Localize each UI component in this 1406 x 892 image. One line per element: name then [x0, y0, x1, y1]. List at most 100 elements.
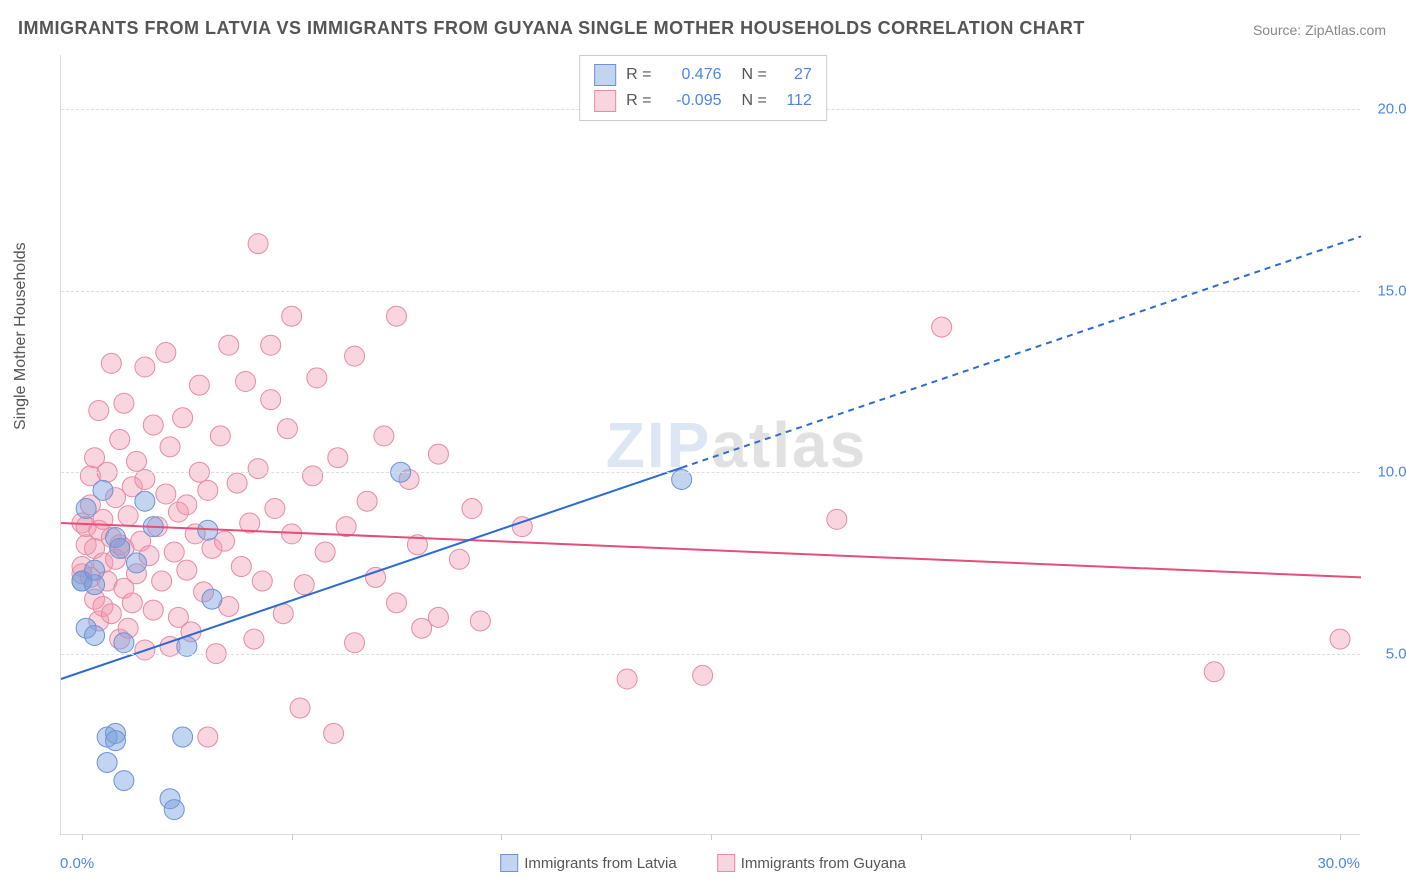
scatter-point-guyana	[173, 408, 193, 428]
source-attribution: Source: ZipAtlas.com	[1253, 22, 1386, 38]
scatter-point-guyana	[462, 498, 482, 518]
y-tick-label: 20.0%	[1365, 101, 1406, 118]
scatter-point-guyana	[248, 459, 268, 479]
x-tick	[921, 834, 922, 840]
y-tick-label: 10.0%	[1365, 464, 1406, 481]
x-axis-min-label: 0.0%	[60, 855, 94, 872]
scatter-point-guyana	[336, 517, 356, 537]
x-tick	[501, 834, 502, 840]
scatter-point-guyana	[231, 557, 251, 577]
legend-label: Immigrants from Latvia	[524, 855, 677, 872]
legend-item: Immigrants from Latvia	[500, 854, 677, 872]
scatter-point-guyana	[252, 571, 272, 591]
scatter-point-guyana	[143, 600, 163, 620]
scatter-point-guyana	[244, 629, 264, 649]
scatter-point-guyana	[428, 444, 448, 464]
scatter-point-guyana	[89, 401, 109, 421]
scatter-point-guyana	[386, 306, 406, 326]
scatter-point-guyana	[294, 575, 314, 595]
scatter-point-guyana	[277, 419, 297, 439]
legend-item: Immigrants from Guyana	[717, 854, 906, 872]
scatter-point-guyana	[152, 571, 172, 591]
scatter-point-guyana	[219, 335, 239, 355]
scatter-point-guyana	[236, 372, 256, 392]
scatter-point-guyana	[290, 698, 310, 718]
scatter-point-latvia	[114, 633, 134, 653]
scatter-point-guyana	[307, 368, 327, 388]
scatter-point-latvia	[76, 498, 96, 518]
scatter-point-guyana	[110, 430, 130, 450]
scatter-point-latvia	[173, 727, 193, 747]
scatter-point-guyana	[932, 317, 952, 337]
regression-line-latvia-dashed	[682, 236, 1361, 467]
scatter-point-latvia	[110, 538, 130, 558]
scatter-point-guyana	[345, 633, 365, 653]
x-tick	[1340, 834, 1341, 840]
scatter-point-guyana	[177, 560, 197, 580]
scatter-point-guyana	[177, 495, 197, 515]
scatter-point-guyana	[114, 393, 134, 413]
scatter-point-guyana	[827, 509, 847, 529]
scatter-point-guyana	[449, 549, 469, 569]
stats-row: R =-0.095N =112	[594, 88, 812, 114]
scatter-point-guyana	[345, 346, 365, 366]
scatter-point-guyana	[93, 509, 113, 529]
chart-title: IMMIGRANTS FROM LATVIA VS IMMIGRANTS FRO…	[18, 18, 1085, 39]
scatter-point-guyana	[126, 451, 146, 471]
grid-line	[61, 291, 1360, 292]
scatter-point-latvia	[85, 625, 105, 645]
scatter-point-guyana	[160, 437, 180, 457]
scatter-point-guyana	[156, 342, 176, 362]
stats-n-value: 27	[777, 66, 812, 84]
scatter-point-guyana	[198, 480, 218, 500]
legend-label: Immigrants from Guyana	[741, 855, 906, 872]
scatter-point-guyana	[164, 542, 184, 562]
plot-area: ZIPatlas 5.0%10.0%15.0%20.0%	[60, 55, 1360, 835]
scatter-point-guyana	[328, 448, 348, 468]
y-axis-label: Single Mother Households	[12, 242, 30, 430]
bottom-legend: Immigrants from Latvia Immigrants from Gu…	[500, 854, 906, 872]
scatter-point-guyana	[261, 390, 281, 410]
y-tick-label: 5.0%	[1365, 645, 1406, 662]
x-tick	[82, 834, 83, 840]
scatter-point-latvia	[97, 752, 117, 772]
scatter-point-guyana	[135, 357, 155, 377]
stats-r-value: -0.095	[662, 92, 722, 110]
scatter-point-guyana	[315, 542, 335, 562]
scatter-point-guyana	[357, 491, 377, 511]
scatter-point-latvia	[114, 771, 134, 791]
x-tick	[292, 834, 293, 840]
scatter-point-guyana	[198, 727, 218, 747]
stats-n-label: N =	[742, 92, 767, 110]
x-tick	[711, 834, 712, 840]
scatter-point-latvia	[164, 800, 184, 820]
y-tick-label: 15.0%	[1365, 282, 1406, 299]
scatter-point-guyana	[324, 723, 344, 743]
chart-svg	[61, 55, 1360, 834]
x-axis-max-label: 30.0%	[1317, 855, 1360, 872]
legend-swatch	[500, 854, 518, 872]
scatter-point-guyana	[215, 531, 235, 551]
grid-line	[61, 654, 1360, 655]
scatter-point-guyana	[143, 415, 163, 435]
scatter-point-guyana	[303, 466, 323, 486]
scatter-point-guyana	[386, 593, 406, 613]
scatter-point-guyana	[227, 473, 247, 493]
scatter-point-guyana	[412, 618, 432, 638]
scatter-point-guyana	[1204, 662, 1224, 682]
scatter-point-guyana	[374, 426, 394, 446]
scatter-point-latvia	[202, 589, 222, 609]
scatter-point-guyana	[261, 335, 281, 355]
stats-n-label: N =	[742, 66, 767, 84]
scatter-point-guyana	[470, 611, 490, 631]
scatter-point-guyana	[693, 665, 713, 685]
grid-line	[61, 472, 1360, 473]
scatter-point-guyana	[101, 353, 121, 373]
legend-swatch	[717, 854, 735, 872]
stats-row: R =0.476N =27	[594, 62, 812, 88]
scatter-point-guyana	[118, 506, 138, 526]
scatter-point-guyana	[428, 607, 448, 627]
stats-swatch	[594, 64, 616, 86]
stats-r-value: 0.476	[662, 66, 722, 84]
scatter-point-latvia	[93, 480, 113, 500]
